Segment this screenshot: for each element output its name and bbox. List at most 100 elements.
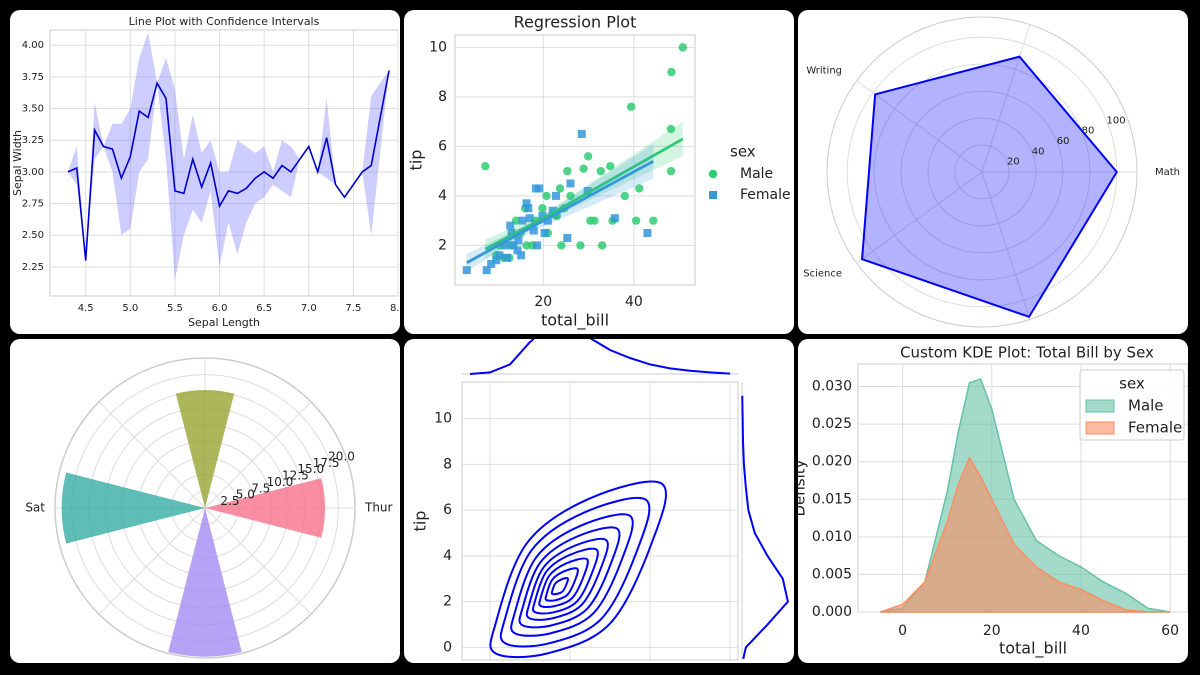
point bbox=[529, 226, 538, 235]
point bbox=[548, 206, 557, 215]
y-tick-label: 0.030 bbox=[812, 379, 852, 395]
y-tick-label: 3.75 bbox=[22, 72, 44, 83]
category-label: Science bbox=[803, 269, 842, 280]
point bbox=[524, 204, 533, 213]
chart-title: Regression Plot bbox=[514, 13, 637, 32]
point bbox=[666, 124, 676, 134]
point bbox=[543, 216, 552, 225]
category-label: Sat bbox=[25, 501, 45, 515]
y-tick-label: 0.025 bbox=[812, 416, 852, 432]
plot-frame bbox=[454, 34, 696, 286]
confidence-band bbox=[67, 32, 390, 280]
x-axis-label: Sepal Length bbox=[188, 316, 260, 329]
line-chart: 2.25 2.50 2.75 3.00 3.25 3.50 3.75 4.00 4.5 5.0 5.… bbox=[11, 15, 406, 329]
radar-area bbox=[860, 55, 1119, 319]
legend-label: Female bbox=[1128, 419, 1182, 437]
x-axis-label: total_bill bbox=[999, 639, 1067, 659]
fit-line bbox=[466, 160, 655, 264]
y-tick-label: 0.000 bbox=[812, 604, 852, 620]
point bbox=[596, 166, 606, 176]
point bbox=[557, 241, 566, 250]
contour bbox=[538, 557, 589, 609]
y-tick-label: 8 bbox=[438, 89, 447, 105]
point bbox=[509, 241, 518, 250]
spoke bbox=[98, 507, 206, 615]
legend-marker bbox=[708, 169, 718, 179]
legend-marker bbox=[709, 191, 717, 199]
y-tick-label: 0.005 bbox=[812, 566, 852, 582]
density-area bbox=[880, 456, 1171, 613]
y-tick-label: 3.50 bbox=[22, 104, 44, 115]
x-tick-label: 60 bbox=[1161, 623, 1179, 639]
legend-swatch bbox=[1085, 421, 1115, 435]
x-tick-label: 0 bbox=[898, 623, 907, 639]
legend-label: Male bbox=[1128, 397, 1164, 415]
bar bbox=[175, 390, 235, 508]
point bbox=[481, 161, 490, 171]
y-tick-label: 0.010 bbox=[812, 529, 852, 545]
chart-title: Line Plot with Confidence Intervals bbox=[129, 15, 320, 28]
y-axis-label: Sepal Width bbox=[11, 130, 24, 196]
point bbox=[620, 191, 630, 201]
y-tick-label: 8 bbox=[443, 456, 452, 472]
spoke bbox=[856, 171, 983, 264]
point bbox=[631, 216, 641, 225]
point bbox=[566, 191, 575, 201]
contour bbox=[510, 513, 634, 637]
point bbox=[583, 186, 592, 195]
chart-title: Custom KDE Plot: Total Bill by Sex bbox=[900, 344, 1154, 362]
r-tick-label: 20.0 bbox=[328, 449, 355, 463]
point bbox=[532, 241, 541, 250]
y-tick-label: 2 bbox=[438, 237, 447, 253]
y-tick-label: 10 bbox=[434, 411, 452, 427]
category-label: Writing bbox=[806, 65, 842, 76]
y-tick-label: 3.25 bbox=[22, 135, 44, 146]
legend-label: Female bbox=[740, 187, 791, 203]
point bbox=[542, 191, 551, 201]
x-tick-label: 5.5 bbox=[167, 303, 183, 314]
spoke bbox=[856, 80, 983, 173]
point bbox=[626, 102, 636, 111]
point bbox=[555, 184, 565, 193]
r-tick-label: 40 bbox=[1032, 146, 1045, 157]
y-tick-label: 4.00 bbox=[22, 40, 44, 51]
y-tick-label: 2 bbox=[443, 594, 452, 610]
radar-chart: 20 40 60 80 100 Math Writing Science bbox=[803, 16, 1180, 328]
y-axis-label: Density bbox=[791, 459, 809, 516]
point bbox=[649, 216, 658, 225]
contour bbox=[489, 480, 667, 659]
point bbox=[507, 229, 516, 238]
regression-chart: 2 4 6 8 10 20 40 Regression Plot total_bill tip se… bbox=[407, 13, 791, 331]
contour bbox=[544, 567, 579, 602]
point bbox=[525, 214, 534, 223]
point bbox=[492, 256, 501, 265]
y-axis-label: tip bbox=[411, 511, 430, 532]
x-tick-label: 6.0 bbox=[212, 303, 228, 314]
point bbox=[506, 221, 515, 230]
point bbox=[590, 216, 599, 225]
legend-title: sex bbox=[1119, 375, 1145, 393]
point bbox=[513, 246, 522, 255]
x-tick-label: 20 bbox=[534, 294, 552, 310]
contour bbox=[499, 496, 651, 648]
y-tick-label: 2.75 bbox=[22, 199, 44, 210]
spoke bbox=[204, 401, 312, 509]
legend-label: Male bbox=[740, 166, 773, 182]
r-tick-label: 2.5 bbox=[220, 494, 239, 508]
point bbox=[551, 191, 560, 200]
y-tick-label: 2.50 bbox=[22, 230, 44, 241]
point bbox=[666, 166, 676, 176]
r-tick-label: 10.0 bbox=[267, 475, 294, 489]
point bbox=[487, 259, 496, 268]
point bbox=[566, 179, 575, 188]
spoke bbox=[981, 171, 1031, 320]
y-tick-label: 6 bbox=[443, 502, 452, 518]
y-tick-label: 0.020 bbox=[812, 454, 852, 470]
y-tick-label: 2.25 bbox=[22, 262, 44, 273]
y-tick-label: 3.00 bbox=[22, 167, 44, 178]
point bbox=[563, 166, 572, 176]
point bbox=[597, 241, 607, 250]
x-tick-label: 8.0 bbox=[390, 303, 406, 314]
r-tick-label: 20 bbox=[1007, 157, 1020, 168]
x-tick-label: 4.5 bbox=[78, 303, 94, 314]
